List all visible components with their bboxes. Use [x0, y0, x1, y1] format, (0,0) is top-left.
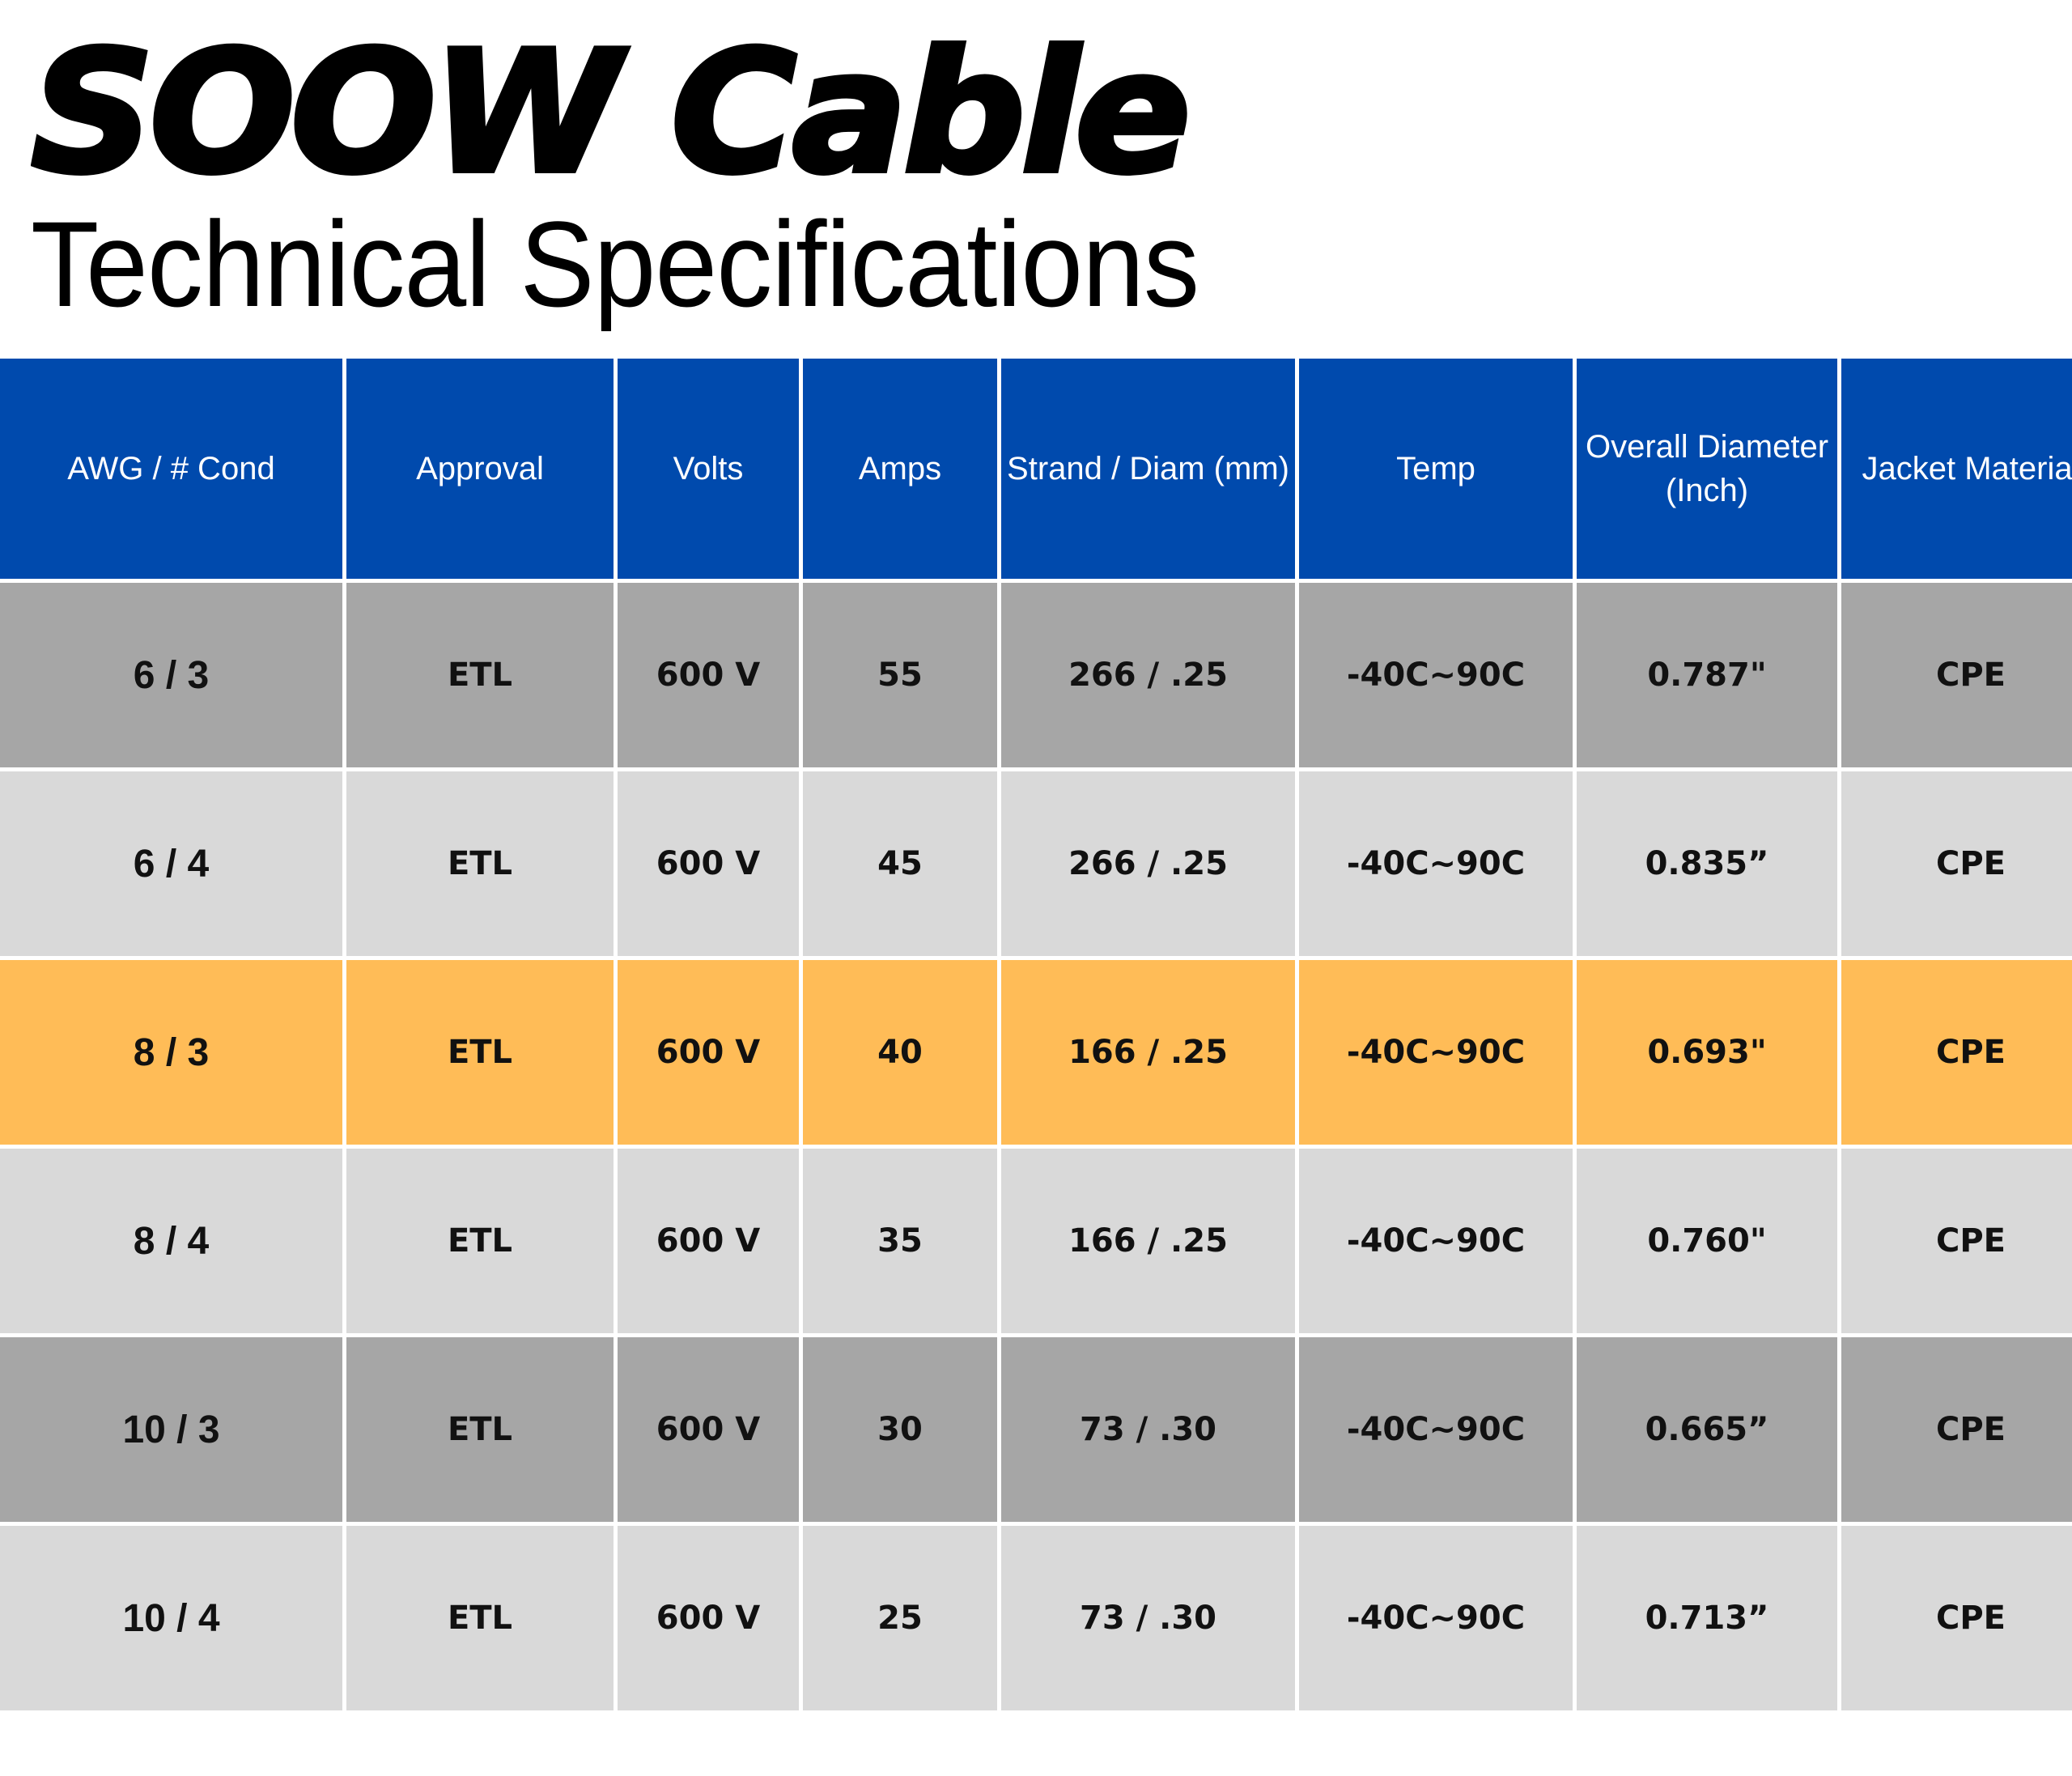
cell-temp: -40C~90C — [1299, 1149, 1573, 1333]
table-row: 6 / 4 ETL 600 V 45 266 / .25 -40C~90C 0.… — [0, 771, 2072, 956]
cell-jacket: CPE — [1841, 771, 2072, 956]
header-temp: Temp — [1299, 359, 1573, 579]
title-block: SOOW Cable Technical Specifications — [28, 27, 1301, 332]
cell-strand-diam: 266 / .25 — [1001, 583, 1295, 767]
cell-awg: 8 / 4 — [0, 1149, 342, 1333]
cell-approval: ETL — [346, 771, 614, 956]
cell-awg: 10 / 3 — [0, 1337, 342, 1522]
cell-strand-diam: 73 / .30 — [1001, 1337, 1295, 1522]
header-approval: Approval — [346, 359, 614, 579]
cell-overall-diameter: 0.713” — [1577, 1526, 1837, 1710]
cell-awg: 10 / 4 — [0, 1526, 342, 1710]
header-row: AWG / # Cond Approval Volts Amps Strand … — [0, 359, 2072, 579]
cell-overall-diameter: 0.760" — [1577, 1149, 1837, 1333]
cell-awg: 8 / 3 — [0, 960, 342, 1145]
page-subtitle: Technical Specifications — [31, 196, 1199, 332]
table-row-highlighted: 8 / 3 ETL 600 V 40 166 / .25 -40C~90C 0.… — [0, 960, 2072, 1145]
cell-temp: -40C~90C — [1299, 1526, 1573, 1710]
cell-volts: 600 V — [618, 1149, 799, 1333]
cell-volts: 600 V — [618, 1337, 799, 1522]
cell-overall-diameter: 0.693" — [1577, 960, 1837, 1145]
page-title: SOOW Cable — [28, 15, 1194, 211]
table-row: 10 / 3 ETL 600 V 30 73 / .30 -40C~90C 0.… — [0, 1337, 2072, 1522]
table-row: 8 / 4 ETL 600 V 35 166 / .25 -40C~90C 0.… — [0, 1149, 2072, 1333]
cell-temp: -40C~90C — [1299, 960, 1573, 1145]
cell-amps: 45 — [803, 771, 997, 956]
cell-jacket: CPE — [1841, 960, 2072, 1145]
header-jacket-material: Jacket Material — [1841, 359, 2072, 579]
table-row: 6 / 3 ETL 600 V 55 266 / .25 -40C~90C 0.… — [0, 583, 2072, 767]
cell-strand-diam: 266 / .25 — [1001, 771, 1295, 956]
cell-temp: -40C~90C — [1299, 771, 1573, 956]
cell-approval: ETL — [346, 960, 614, 1145]
cell-overall-diameter: 0.835” — [1577, 771, 1837, 956]
cell-awg: 6 / 4 — [0, 771, 342, 956]
table-row: 10 / 4 ETL 600 V 25 73 / .30 -40C~90C 0.… — [0, 1526, 2072, 1710]
header-amps: Amps — [803, 359, 997, 579]
cell-strand-diam: 73 / .30 — [1001, 1526, 1295, 1710]
cell-approval: ETL — [346, 1526, 614, 1710]
cell-awg: 6 / 3 — [0, 583, 342, 767]
cell-amps: 35 — [803, 1149, 997, 1333]
cell-amps: 40 — [803, 960, 997, 1145]
cell-volts: 600 V — [618, 583, 799, 767]
header-volts: Volts — [618, 359, 799, 579]
cell-overall-diameter: 0.787" — [1577, 583, 1837, 767]
cell-approval: ETL — [346, 583, 614, 767]
spec-table: AWG / # Cond Approval Volts Amps Strand … — [0, 355, 2072, 1714]
header-strand-diam: Strand / Diam (mm) — [1001, 359, 1295, 579]
cell-volts: 600 V — [618, 960, 799, 1145]
cell-amps: 55 — [803, 583, 997, 767]
cell-overall-diameter: 0.665” — [1577, 1337, 1837, 1522]
header-overall-diameter: Overall Diameter (Inch) — [1577, 359, 1837, 579]
cell-jacket: CPE — [1841, 1149, 2072, 1333]
cell-temp: -40C~90C — [1299, 583, 1573, 767]
cell-strand-diam: 166 / .25 — [1001, 960, 1295, 1145]
cell-jacket: CPE — [1841, 1337, 2072, 1522]
cell-amps: 25 — [803, 1526, 997, 1710]
cell-volts: 600 V — [618, 771, 799, 956]
header-awg-cond: AWG / # Cond — [0, 359, 342, 579]
cell-temp: -40C~90C — [1299, 1337, 1573, 1522]
cell-jacket: CPE — [1841, 583, 2072, 767]
cell-approval: ETL — [346, 1337, 614, 1522]
cell-jacket: CPE — [1841, 1526, 2072, 1710]
cell-volts: 600 V — [618, 1526, 799, 1710]
cell-strand-diam: 166 / .25 — [1001, 1149, 1295, 1333]
cell-amps: 30 — [803, 1337, 997, 1522]
cell-approval: ETL — [346, 1149, 614, 1333]
